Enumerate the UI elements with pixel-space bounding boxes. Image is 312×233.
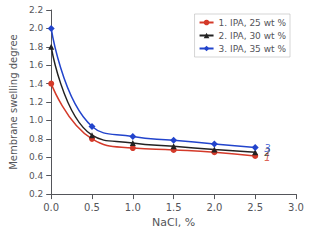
- svg-text:1.2: 1.2: [29, 97, 43, 107]
- svg-text:0.8: 0.8: [29, 134, 44, 144]
- svg-text:3: 3: [264, 143, 270, 154]
- svg-text:0.4: 0.4: [29, 171, 44, 181]
- svg-text:1.0: 1.0: [29, 115, 44, 125]
- svg-text:2.0: 2.0: [29, 23, 44, 33]
- svg-text:NaCl, %: NaCl, %: [152, 216, 195, 229]
- svg-text:0.2: 0.2: [29, 189, 43, 199]
- svg-text:2. IPA, 30 wt %: 2. IPA, 30 wt %: [219, 31, 287, 41]
- svg-text:Membrane swelling degree: Membrane swelling degree: [8, 34, 19, 170]
- svg-text:3.0: 3.0: [288, 202, 304, 213]
- svg-text:3. IPA, 35 wt %: 3. IPA, 35 wt %: [219, 44, 287, 54]
- svg-text:1.4: 1.4: [29, 79, 44, 89]
- svg-text:1.8: 1.8: [29, 42, 44, 52]
- svg-text:2.0: 2.0: [206, 202, 222, 213]
- svg-text:0.5: 0.5: [84, 202, 100, 213]
- svg-text:0.6: 0.6: [29, 152, 44, 162]
- svg-text:2.5: 2.5: [247, 202, 263, 213]
- svg-text:2.2: 2.2: [29, 5, 43, 15]
- svg-text:1.0: 1.0: [125, 202, 141, 213]
- svg-text:1.5: 1.5: [166, 202, 182, 213]
- svg-text:0.0: 0.0: [43, 202, 59, 213]
- svg-text:1.6: 1.6: [29, 60, 44, 70]
- svg-text:1. IPA, 25 wt %: 1. IPA, 25 wt %: [219, 18, 287, 28]
